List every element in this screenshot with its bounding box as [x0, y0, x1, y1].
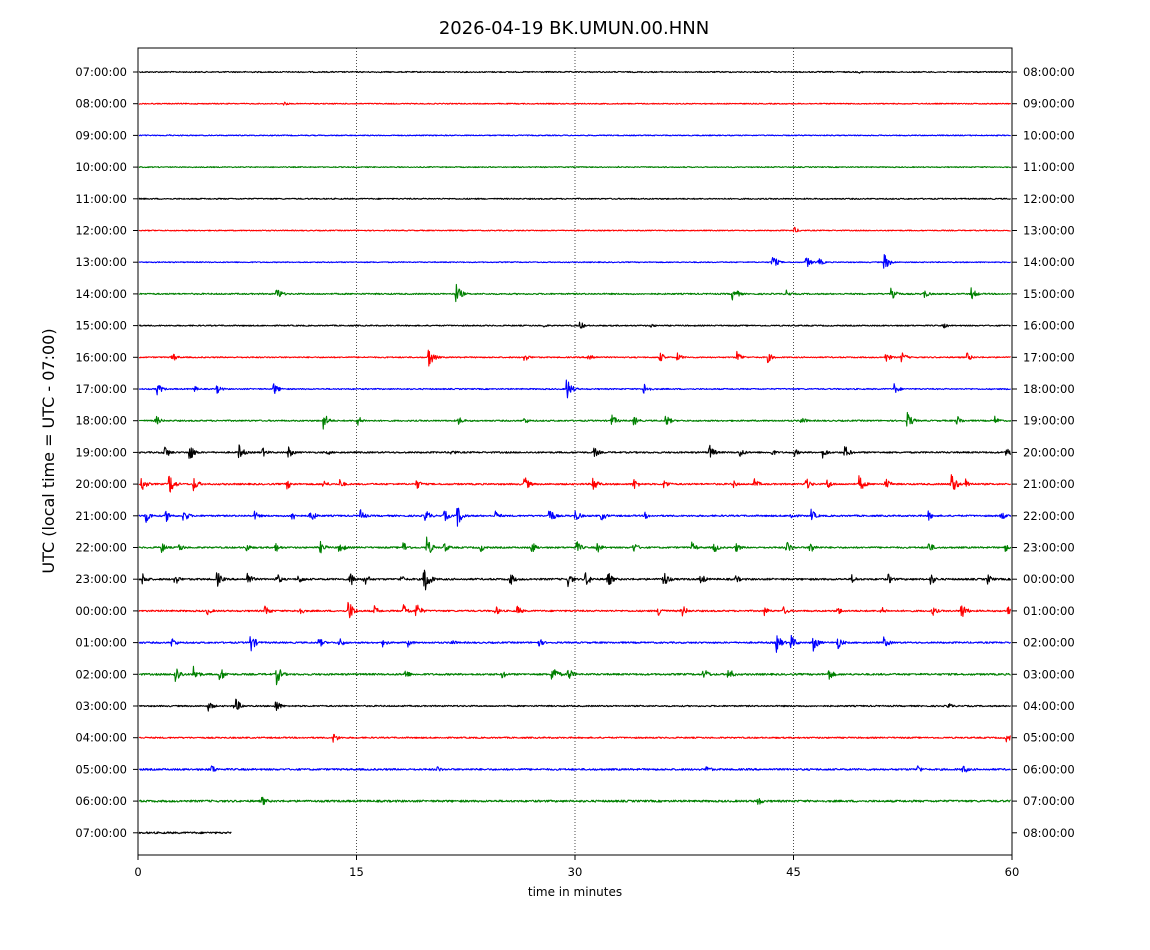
- right-time-label: 05:00:00: [1023, 731, 1075, 745]
- trace-line: [138, 197, 1011, 200]
- trace-line: [138, 765, 1011, 773]
- trace-line: [138, 474, 1012, 493]
- trace-line: [138, 226, 1011, 233]
- left-time-label: 00:00:00: [75, 604, 127, 618]
- left-time-label: 03:00:00: [75, 699, 127, 713]
- left-time-label: 07:00:00: [75, 826, 127, 840]
- right-time-label: 08:00:00: [1023, 65, 1075, 79]
- right-time-label: 23:00:00: [1023, 541, 1075, 555]
- right-time-label: 10:00:00: [1023, 128, 1075, 142]
- x-axis-ticks: 0 15 30 45 60: [134, 855, 1019, 879]
- left-time-label: 04:00:00: [75, 731, 127, 745]
- trace-line: [138, 634, 1012, 653]
- trace-line: [138, 253, 1011, 269]
- y-axis-label: UTC (local time = UTC - 07:00): [39, 328, 58, 573]
- left-time-label: 17:00:00: [75, 382, 127, 396]
- left-time-labels: 07:00:00 08:00:00 09:00:00 10:00:00 11:00:00…: [75, 65, 138, 840]
- right-time-label: 02:00:00: [1023, 636, 1075, 650]
- trace-line: [138, 569, 1012, 591]
- left-time-label: 21:00:00: [75, 509, 127, 523]
- right-time-label: 20:00:00: [1023, 445, 1075, 459]
- trace-line: [138, 831, 232, 835]
- x-tick-label: 45: [786, 865, 801, 879]
- right-time-label: 14:00:00: [1023, 255, 1075, 269]
- right-time-label: 13:00:00: [1023, 224, 1075, 238]
- left-time-label: 08:00:00: [75, 97, 127, 111]
- trace-line: [138, 796, 1011, 806]
- right-time-label: 08:00:00: [1023, 826, 1075, 840]
- trace-line: [138, 134, 1011, 137]
- trace-line: [138, 379, 1012, 399]
- right-time-label: 00:00:00: [1023, 572, 1075, 586]
- x-axis-label: time in minutes: [528, 885, 622, 899]
- trace-line: [138, 536, 1012, 554]
- trace-line: [138, 698, 1011, 712]
- right-time-label: 21:00:00: [1023, 477, 1075, 491]
- left-time-label: 15:00:00: [75, 319, 127, 333]
- left-time-label: 16:00:00: [75, 350, 127, 364]
- gridlines: [356, 48, 794, 855]
- left-time-label: 05:00:00: [75, 762, 127, 776]
- trace-line: [138, 444, 1012, 459]
- x-tick-label: 15: [349, 865, 364, 879]
- trace-line: [138, 165, 1012, 169]
- left-time-label: 07:00:00: [75, 65, 127, 79]
- x-tick-label: 0: [134, 865, 141, 879]
- left-time-label: 12:00:00: [75, 224, 127, 238]
- x-tick-label: 60: [1005, 865, 1020, 879]
- left-time-label: 06:00:00: [75, 794, 127, 808]
- right-time-label: 04:00:00: [1023, 699, 1075, 713]
- trace-line: [138, 665, 1011, 686]
- left-time-label: 11:00:00: [75, 192, 127, 206]
- seismic-traces: [138, 70, 1012, 835]
- right-time-label: 15:00:00: [1023, 287, 1075, 301]
- left-time-label: 19:00:00: [75, 445, 127, 459]
- left-time-label: 02:00:00: [75, 667, 127, 681]
- left-time-label: 23:00:00: [75, 572, 127, 586]
- right-time-label: 01:00:00: [1023, 604, 1075, 618]
- right-time-label: 07:00:00: [1023, 794, 1075, 808]
- right-time-label: 18:00:00: [1023, 382, 1075, 396]
- left-time-label: 09:00:00: [75, 128, 127, 142]
- trace-line: [138, 349, 1011, 367]
- trace-line: [138, 507, 1012, 527]
- right-time-label: 06:00:00: [1023, 762, 1075, 776]
- left-time-label: 13:00:00: [75, 255, 127, 269]
- right-time-label: 11:00:00: [1023, 160, 1075, 174]
- trace-line: [138, 321, 1011, 329]
- trace-line: [138, 733, 1012, 743]
- left-time-label: 10:00:00: [75, 160, 127, 174]
- trace-line: [138, 283, 1011, 303]
- trace-line: [138, 70, 1012, 74]
- right-time-label: 12:00:00: [1023, 192, 1075, 206]
- x-tick-label: 30: [568, 865, 583, 879]
- left-time-label: 22:00:00: [75, 541, 127, 555]
- right-time-label: 16:00:00: [1023, 319, 1075, 333]
- chart-title: 2026-04-19 BK.UMUN.00.HNN: [439, 18, 709, 39]
- trace-line: [138, 101, 1012, 106]
- left-time-label: 01:00:00: [75, 636, 127, 650]
- right-time-label: 22:00:00: [1023, 509, 1075, 523]
- right-time-label: 17:00:00: [1023, 350, 1075, 364]
- left-time-label: 14:00:00: [75, 287, 127, 301]
- left-time-label: 20:00:00: [75, 477, 127, 491]
- right-time-labels: 08:00:00 09:00:00 10:00:00 11:00:00 12:00:00…: [1012, 65, 1075, 840]
- trace-line: [138, 601, 1012, 619]
- left-time-label: 18:00:00: [75, 414, 127, 428]
- right-time-label: 09:00:00: [1023, 97, 1075, 111]
- right-time-label: 03:00:00: [1023, 667, 1075, 681]
- right-time-label: 19:00:00: [1023, 414, 1075, 428]
- trace-line: [138, 411, 1012, 430]
